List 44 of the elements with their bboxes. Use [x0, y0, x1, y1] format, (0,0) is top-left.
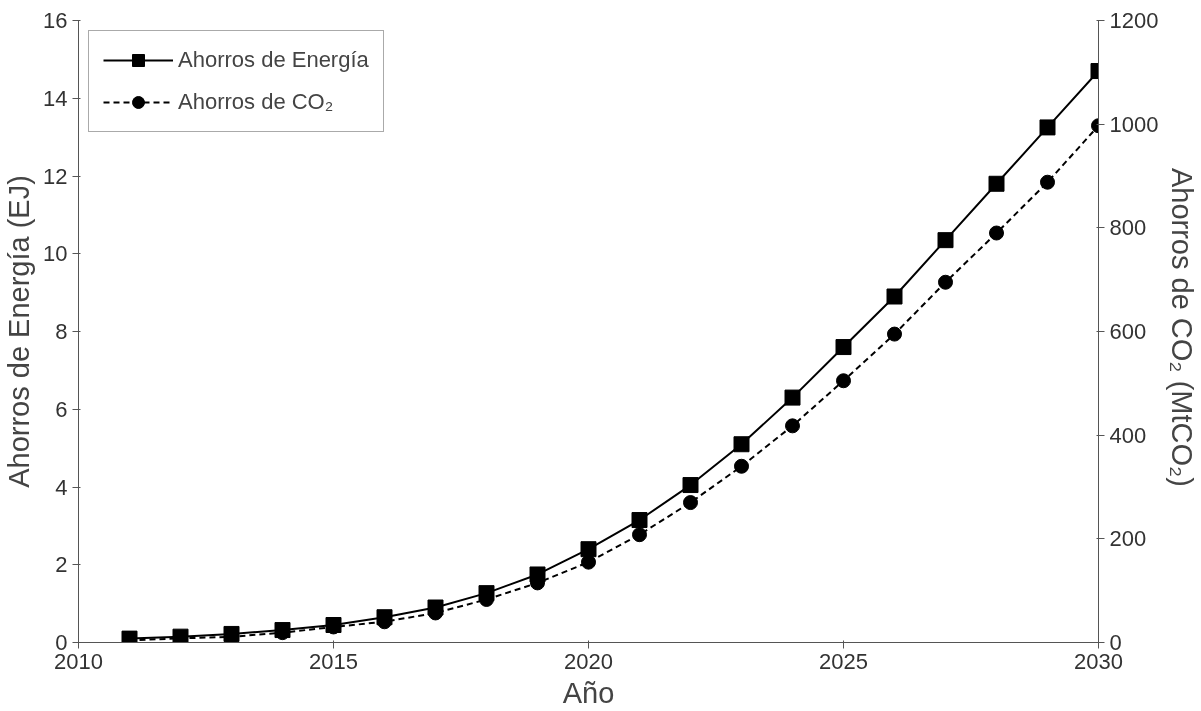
y-tick-label: 8 [55, 319, 68, 344]
y2-axis-title: Ahorros de CO₂ (MtCO₂) [1166, 167, 1199, 487]
y2-tick-label: 0 [1109, 630, 1122, 655]
point [580, 541, 597, 558]
point [938, 274, 953, 290]
y-tick-label: 4 [55, 474, 68, 500]
point [631, 512, 648, 529]
x-tick-label: 2015 [309, 648, 358, 674]
point [734, 458, 749, 474]
legend-label: Ahorros de CO₂ [178, 89, 334, 115]
point [836, 373, 851, 389]
x-axis-title: Año [562, 676, 615, 709]
point [785, 418, 800, 434]
point [733, 436, 750, 453]
y2-tick-label: 400 [1109, 422, 1147, 448]
y2-tick-label: 600 [1109, 319, 1147, 344]
point [632, 527, 647, 543]
y2-tick-label: 1000 [1109, 111, 1159, 137]
y2-tick-label: 200 [1109, 526, 1147, 552]
point [937, 232, 954, 249]
y-tick-label: 12 [43, 163, 68, 189]
point [784, 389, 801, 406]
y-tick-label: 14 [43, 85, 68, 111]
y-axis-title: Ahorros de Energía (EJ) [3, 175, 36, 488]
y-tick-label: 10 [43, 241, 68, 267]
legend-label: Ahorros de Energía [178, 47, 369, 73]
y-tick-label: 16 [43, 8, 68, 33]
point [1039, 119, 1056, 136]
point [835, 339, 852, 356]
y-tick-label: 0 [55, 630, 68, 655]
y-tick-label: 2 [55, 552, 68, 578]
point [581, 554, 596, 570]
point [683, 495, 698, 511]
point [887, 326, 902, 342]
point [988, 175, 1005, 192]
point [1040, 174, 1055, 190]
y2-tick-label: 800 [1109, 215, 1147, 241]
y2-tick-label: 1200 [1109, 8, 1159, 33]
point [682, 477, 699, 494]
point [886, 288, 903, 305]
x-tick-label: 2020 [564, 648, 613, 674]
point [989, 225, 1004, 241]
x-tick-label: 2025 [819, 648, 868, 674]
y-tick-label: 6 [55, 396, 68, 422]
